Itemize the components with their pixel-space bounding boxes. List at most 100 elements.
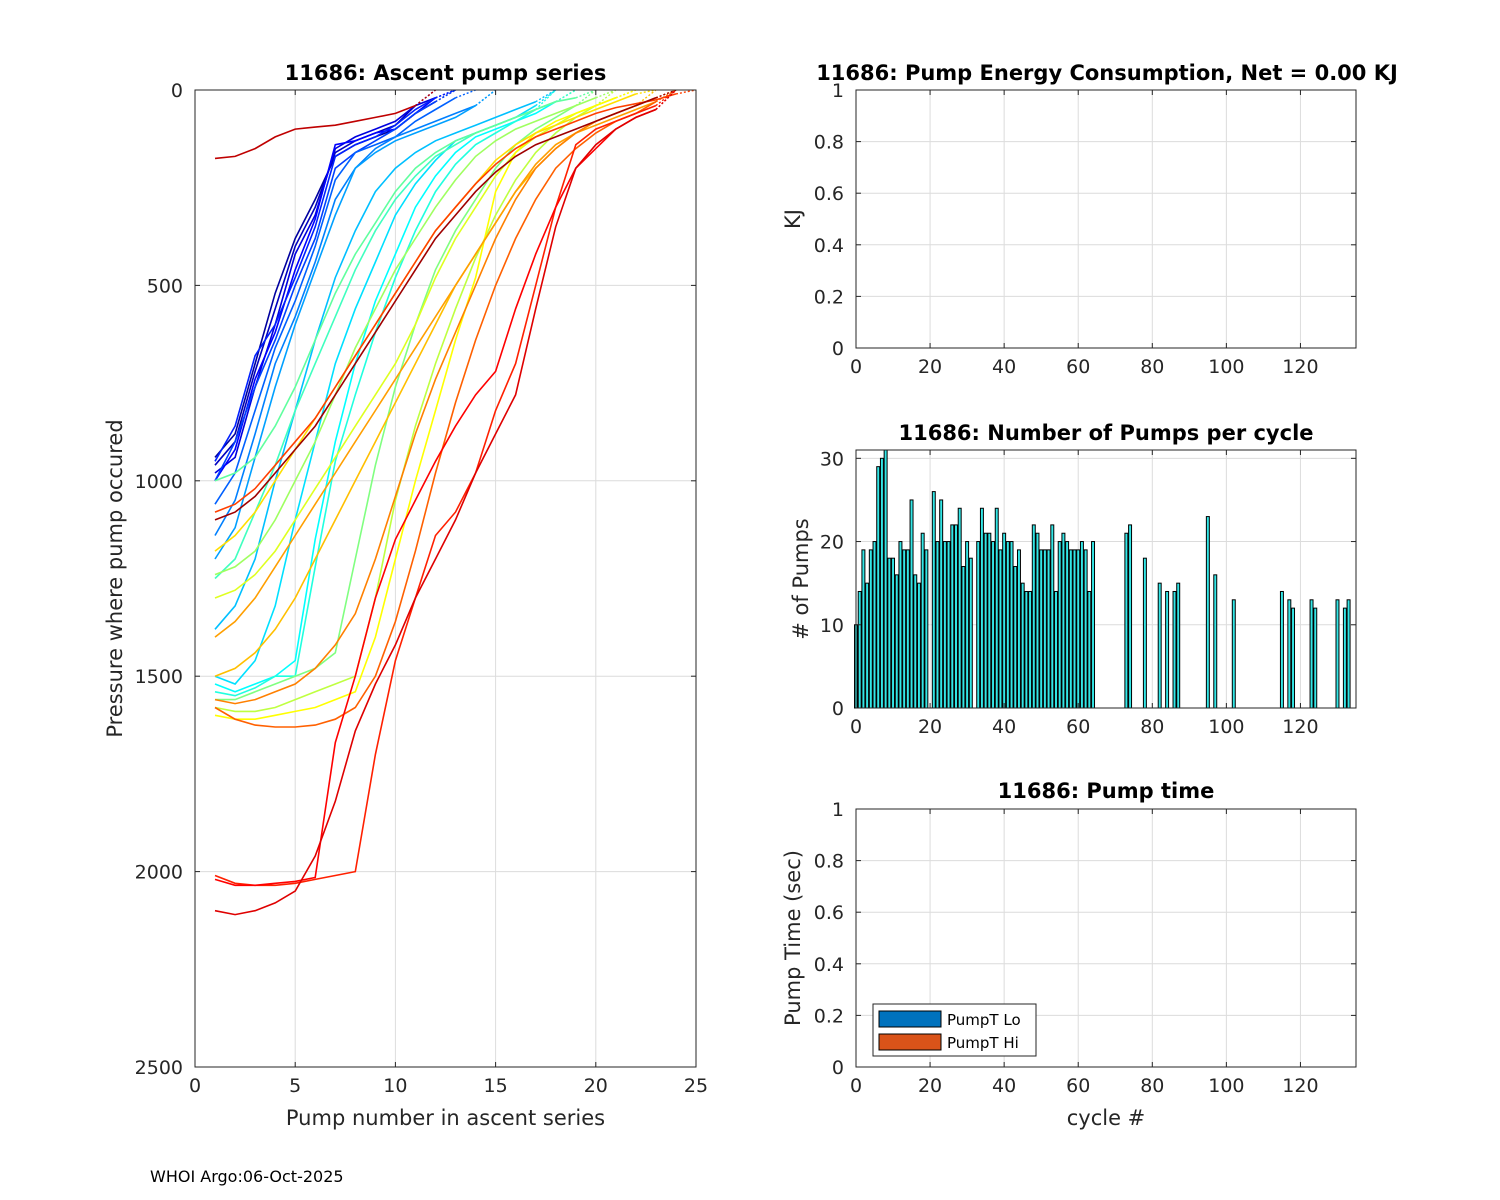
bar-cycle-50 xyxy=(1039,549,1044,709)
bar-cycle-61 xyxy=(1079,541,1084,709)
bar-cycle-63 xyxy=(1087,590,1092,709)
chart-title: 11686: Number of Pumps per cycle xyxy=(898,421,1313,445)
bar-cycle-3 xyxy=(865,582,870,709)
bar-cycle-11 xyxy=(894,574,899,709)
bar-cycle-43 xyxy=(1013,566,1018,709)
bar-cycle-27 xyxy=(954,524,958,709)
pumps-per-cycle-chart: 0 20 40 60 80 100 120 0 10 20 30 11686: Number of P… xyxy=(789,421,1357,738)
bar-cycle-117 xyxy=(1287,599,1292,709)
y-tick-label: 0.8 xyxy=(814,132,844,154)
y-axis-label: Pressure where pump occured xyxy=(103,419,127,737)
x-tick-label: 120 xyxy=(1282,716,1318,738)
pump-time-chart: 0 20 40 60 80 100 120 0 0.2 0.4 0.6 0.8 1 11686: Pump… xyxy=(781,779,1357,1130)
bar-cycle-102 xyxy=(1231,599,1236,709)
series-surface-segment-c07 xyxy=(455,90,476,99)
bar-cycle-82 xyxy=(1157,582,1162,709)
y-tick-label: 1500 xyxy=(135,666,183,688)
y-axis-label: # of Pumps xyxy=(789,518,813,640)
legend-swatch-lo xyxy=(878,1010,942,1028)
bar-cycle-133 xyxy=(1346,599,1351,709)
series-surface-segment-c20 xyxy=(615,90,637,99)
bar-cycle-59 xyxy=(1072,549,1077,709)
series-line-c27 xyxy=(214,104,657,887)
x-tick-label: 20 xyxy=(584,1075,608,1097)
bar-cycle-46 xyxy=(1024,590,1029,709)
y-tick-label: 1 xyxy=(832,80,844,102)
bar-cycle-16 xyxy=(913,574,918,709)
bar-cycle-55 xyxy=(1057,541,1062,709)
x-axis-label: cycle # xyxy=(1067,1106,1146,1130)
series-surface-segment-c31 xyxy=(655,90,677,99)
bar-cycle-2 xyxy=(861,549,866,709)
bar-cycle-22 xyxy=(935,541,940,709)
series-surface-segment-c21 xyxy=(635,90,657,95)
bar-cycle-34 xyxy=(979,507,984,709)
series-line-c15 xyxy=(214,97,576,482)
series-surface-segment-c30 xyxy=(414,90,436,107)
x-tick-label: 15 xyxy=(484,1075,508,1097)
bar-cycle-33 xyxy=(976,541,981,709)
bar-cycle-74 xyxy=(1128,524,1133,709)
series-surface-segment-c13 xyxy=(535,90,557,111)
bar-cycle-115 xyxy=(1279,590,1284,709)
y-tick-label: 0.8 xyxy=(814,851,844,873)
plot-area xyxy=(856,90,1356,348)
bar-cycle-10 xyxy=(891,557,896,709)
series-line-c07 xyxy=(214,97,456,505)
bar-cycle-7 xyxy=(879,457,884,709)
bar-cycle-19 xyxy=(924,549,929,709)
y-tick-label: 0.6 xyxy=(814,902,844,924)
series-line-c26 xyxy=(214,93,677,513)
bar-cycle-41 xyxy=(1005,541,1010,709)
bar-cycle-38 xyxy=(994,507,999,709)
bar-cycle-53 xyxy=(1050,524,1055,709)
plot-area xyxy=(195,90,696,1067)
y-tick-label: 0.6 xyxy=(814,183,844,205)
bar-cycle-39 xyxy=(998,549,1003,709)
bar-cycle-24 xyxy=(942,541,947,709)
y-tick-label: 0 xyxy=(171,80,183,102)
bar-cycle-78 xyxy=(1142,557,1147,709)
x-tick-label: 100 xyxy=(1208,1075,1244,1097)
bar-cycle-62 xyxy=(1083,549,1088,709)
series-line-c06 xyxy=(214,101,436,482)
x-tick-label: 60 xyxy=(1066,1075,1090,1097)
chart-title: 11686: Ascent pump series xyxy=(285,61,607,85)
bar-cycle-60 xyxy=(1076,549,1081,709)
series-line-c28 xyxy=(214,108,657,887)
series-surface-segment-c26 xyxy=(675,90,696,95)
y-tick-label: 0.2 xyxy=(814,286,844,308)
x-tick-label: 40 xyxy=(992,716,1016,738)
bar-cycle-26 xyxy=(950,524,955,709)
x-tick-label: 120 xyxy=(1282,1075,1318,1097)
bar-cycle-12 xyxy=(898,541,903,709)
y-tick-label: 2500 xyxy=(135,1057,183,1079)
bar-cycle-95 xyxy=(1205,516,1210,709)
x-tick-label: 5 xyxy=(289,1075,301,1097)
legend-label-lo: PumpT Lo xyxy=(947,1011,1021,1029)
x-axis-label: Pump number in ascent series xyxy=(286,1106,605,1130)
bar-cycle-14 xyxy=(905,549,910,709)
series-line-c20 xyxy=(214,97,617,721)
bars xyxy=(854,449,1351,709)
x-tick-label: 40 xyxy=(992,356,1016,378)
bar-cycle-86 xyxy=(1172,590,1177,709)
y-axis-label: Pump Time (sec) xyxy=(781,850,805,1026)
series-line-c24 xyxy=(214,97,657,705)
bar-cycle-58 xyxy=(1068,549,1073,709)
series-surface-segment-c09 xyxy=(475,90,497,107)
bar-cycle-35 xyxy=(983,532,988,709)
x-tick-label: 60 xyxy=(1066,716,1090,738)
y-tick-label: 1000 xyxy=(135,471,183,493)
series-lines xyxy=(214,90,696,916)
bar-cycle-4 xyxy=(868,549,873,709)
series-line-c23 xyxy=(214,100,657,638)
bar-cycle-23 xyxy=(939,499,944,709)
bar-cycle-1 xyxy=(857,590,862,709)
ascent-pump-series-chart: 0 5 10 15 20 25 0 500 1000 1500 2000 2500 11686: Asc… xyxy=(103,61,708,1130)
chart-title: 11686: Pump Energy Consumption, Net = 0.… xyxy=(816,61,1398,85)
bar-cycle-18 xyxy=(920,532,925,709)
series-line-c05 xyxy=(214,97,436,462)
